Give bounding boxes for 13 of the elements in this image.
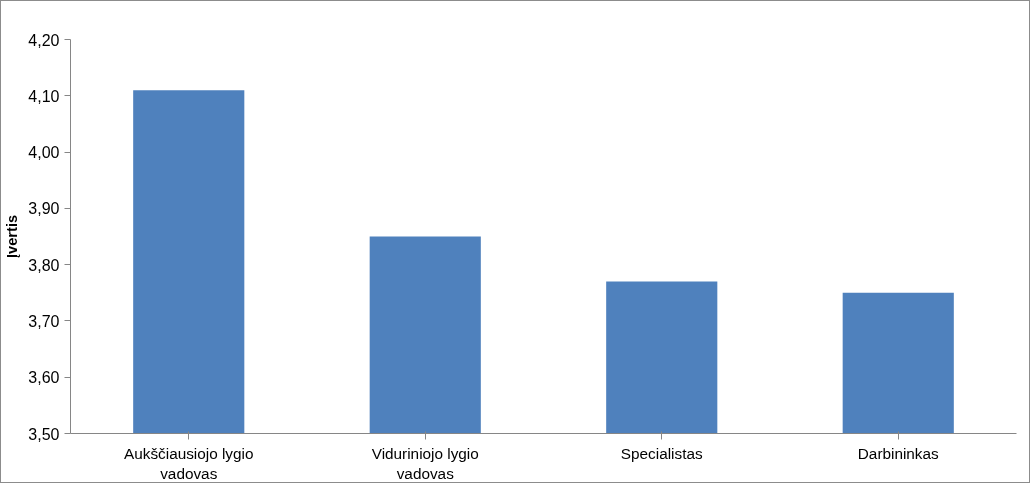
y-tick-label: 3,90 <box>28 200 60 218</box>
y-tick-label: 3,60 <box>28 369 60 387</box>
x-tick-label: Darbininkas <box>857 444 940 462</box>
y-tick-label: 4,10 <box>28 87 60 105</box>
x-tick-label: Specialistas <box>620 444 703 462</box>
y-tick-label: 4,20 <box>28 31 60 49</box>
y-tick-label: 4,00 <box>28 144 60 162</box>
x-tick-label: Viduriniojo lygio vadovas <box>371 444 479 482</box>
x-tick-label: Aukščiausiojo lygio vadovas <box>124 444 254 482</box>
y-tick-label: 3,80 <box>28 256 60 274</box>
y-axis-title: Įvertis <box>4 214 21 259</box>
y-tick-label: 3,70 <box>28 312 60 330</box>
y-tick-label: 3,50 <box>28 425 60 443</box>
